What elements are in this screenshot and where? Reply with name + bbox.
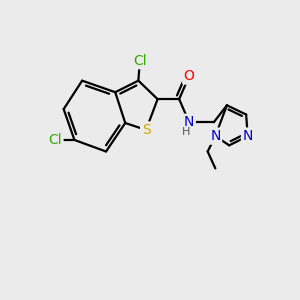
Text: N: N: [184, 115, 194, 129]
Text: O: O: [184, 69, 195, 83]
Text: S: S: [142, 123, 150, 137]
Text: N: N: [210, 129, 220, 143]
Text: N: N: [242, 129, 253, 143]
Text: Cl: Cl: [48, 133, 62, 147]
Text: H: H: [182, 127, 190, 137]
Text: Cl: Cl: [133, 54, 147, 68]
